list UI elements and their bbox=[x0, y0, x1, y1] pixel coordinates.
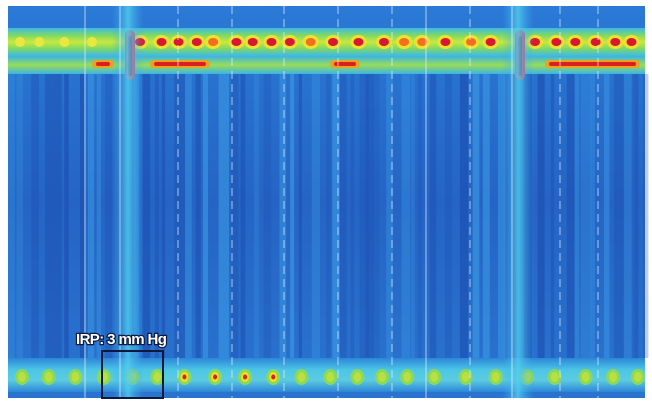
stripe bbox=[473, 74, 480, 358]
stripe bbox=[80, 74, 84, 358]
stripe bbox=[45, 74, 53, 358]
stripe bbox=[279, 74, 286, 358]
stripe bbox=[632, 74, 639, 358]
stripe bbox=[445, 74, 452, 358]
stripe bbox=[241, 74, 246, 358]
blob bbox=[326, 372, 334, 382]
blob bbox=[154, 62, 206, 66]
blob bbox=[486, 38, 496, 46]
stripe bbox=[312, 74, 320, 358]
blob bbox=[34, 37, 44, 47]
blob bbox=[192, 38, 202, 46]
stripe bbox=[185, 74, 192, 358]
blob bbox=[353, 38, 363, 46]
blob bbox=[153, 372, 161, 382]
blob bbox=[243, 375, 247, 380]
stripe bbox=[351, 74, 355, 358]
stripe bbox=[538, 74, 545, 358]
stripe bbox=[174, 74, 185, 358]
blob bbox=[549, 62, 636, 66]
stripe bbox=[340, 74, 347, 358]
blob bbox=[634, 372, 642, 382]
blob bbox=[306, 38, 316, 46]
blob bbox=[492, 372, 500, 382]
blob bbox=[15, 37, 25, 47]
stripe bbox=[366, 74, 374, 358]
stripe bbox=[483, 74, 490, 358]
stripe bbox=[219, 74, 229, 358]
blob bbox=[378, 372, 386, 382]
stripe bbox=[97, 74, 101, 358]
blob bbox=[582, 372, 590, 382]
stripe bbox=[402, 74, 411, 358]
stripe bbox=[196, 74, 201, 358]
stripe bbox=[299, 74, 302, 358]
blob bbox=[403, 372, 411, 382]
stripe bbox=[430, 74, 437, 358]
stripe bbox=[264, 74, 272, 358]
blob bbox=[182, 375, 186, 380]
stripe bbox=[574, 74, 579, 358]
blob bbox=[266, 38, 276, 46]
blob bbox=[271, 375, 275, 380]
stripe bbox=[551, 74, 554, 358]
blob bbox=[297, 372, 305, 382]
blob bbox=[157, 38, 167, 46]
stripe bbox=[88, 74, 94, 358]
page: {"annotation": {"label": "IRP: 3 mm Hg"}… bbox=[0, 0, 652, 402]
blob bbox=[328, 38, 338, 46]
stripe bbox=[581, 74, 592, 358]
stripe bbox=[460, 74, 468, 358]
stripe bbox=[411, 74, 415, 358]
blob bbox=[248, 38, 258, 46]
stripe bbox=[567, 74, 575, 358]
blob bbox=[610, 38, 620, 46]
stripe bbox=[614, 74, 624, 358]
blob bbox=[174, 38, 184, 46]
blob bbox=[59, 37, 69, 47]
blob bbox=[430, 372, 438, 382]
blob bbox=[570, 38, 580, 46]
blob bbox=[208, 38, 218, 46]
stripe bbox=[326, 74, 330, 358]
irp-label: IRP: 3 mm Hg bbox=[76, 331, 167, 348]
stripe bbox=[418, 74, 422, 358]
stripe bbox=[254, 74, 259, 358]
stripe bbox=[16, 74, 23, 358]
blob bbox=[462, 372, 470, 382]
blob bbox=[609, 372, 617, 382]
blob bbox=[627, 38, 637, 46]
blob bbox=[18, 372, 26, 382]
stripe bbox=[604, 74, 609, 358]
stripe bbox=[373, 74, 380, 358]
stripe bbox=[643, 74, 649, 358]
stripe bbox=[591, 74, 595, 358]
stripe bbox=[8, 74, 15, 358]
blob bbox=[71, 372, 79, 382]
blob bbox=[334, 62, 356, 66]
stripe bbox=[290, 74, 294, 358]
blob bbox=[231, 38, 241, 46]
blob bbox=[379, 38, 389, 46]
blob bbox=[285, 38, 295, 46]
blob bbox=[353, 372, 361, 382]
stripe bbox=[162, 74, 165, 358]
stripe bbox=[105, 74, 112, 358]
blob bbox=[96, 62, 110, 66]
blob bbox=[213, 375, 217, 380]
blob bbox=[399, 38, 409, 46]
swallow-spike bbox=[502, 6, 534, 398]
stripe bbox=[31, 74, 39, 358]
blob bbox=[591, 38, 601, 46]
pressure-topography: IRP: 3 mm Hg bbox=[0, 0, 652, 402]
blob bbox=[440, 38, 450, 46]
blob bbox=[45, 372, 53, 382]
stripe bbox=[203, 74, 208, 358]
stripe bbox=[53, 74, 61, 358]
blob bbox=[466, 38, 476, 46]
blob bbox=[551, 372, 559, 382]
stripe bbox=[64, 74, 68, 358]
blob bbox=[87, 37, 97, 47]
stripe bbox=[155, 74, 159, 358]
